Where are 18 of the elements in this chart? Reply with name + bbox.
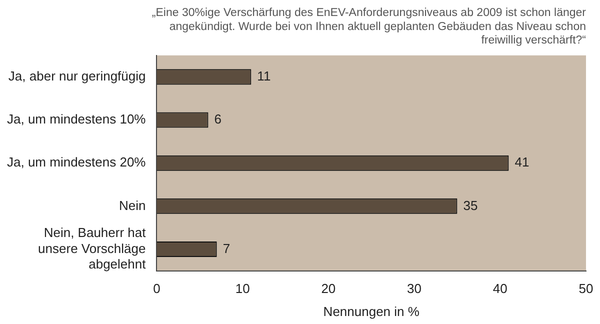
data-label: 7 (222, 240, 230, 256)
x-tick-label: 40 (492, 281, 508, 296)
x-axis-title: Nennungen in % (323, 304, 420, 319)
chart-title: „Eine 30%ige Verschärfung des EnEV-Anforderungsniveaus ab 2009 ist schon länger angekündigt. Wurde bei von Ihnen aktuell geplanten Gebäuden das Niveau schon freiwillig verschärft?“ (152, 7, 586, 47)
y-tick-label: Ja, aber nur geringfügig (8, 68, 146, 84)
data-label: 35 (463, 198, 478, 213)
data-label: 41 (514, 154, 530, 170)
x-tick-label: 20 (321, 281, 336, 296)
y-tick-label: Ja, um mindestens 20% (7, 154, 146, 170)
x-tick-label: 50 (578, 281, 594, 296)
x-tick-label: 0 (153, 281, 160, 296)
data-label: 6 (214, 112, 222, 127)
y-tick-label: Ja, um mindestens 10% (7, 112, 146, 127)
y-tick-label: Nein, Bauherr hat unsere Vorschläge abgelehnt (38, 225, 146, 272)
data-label: 11 (257, 68, 271, 84)
x-tick-label: 30 (407, 281, 422, 296)
x-tick-label: 10 (235, 281, 250, 296)
y-tick-label: Nein (118, 198, 146, 213)
